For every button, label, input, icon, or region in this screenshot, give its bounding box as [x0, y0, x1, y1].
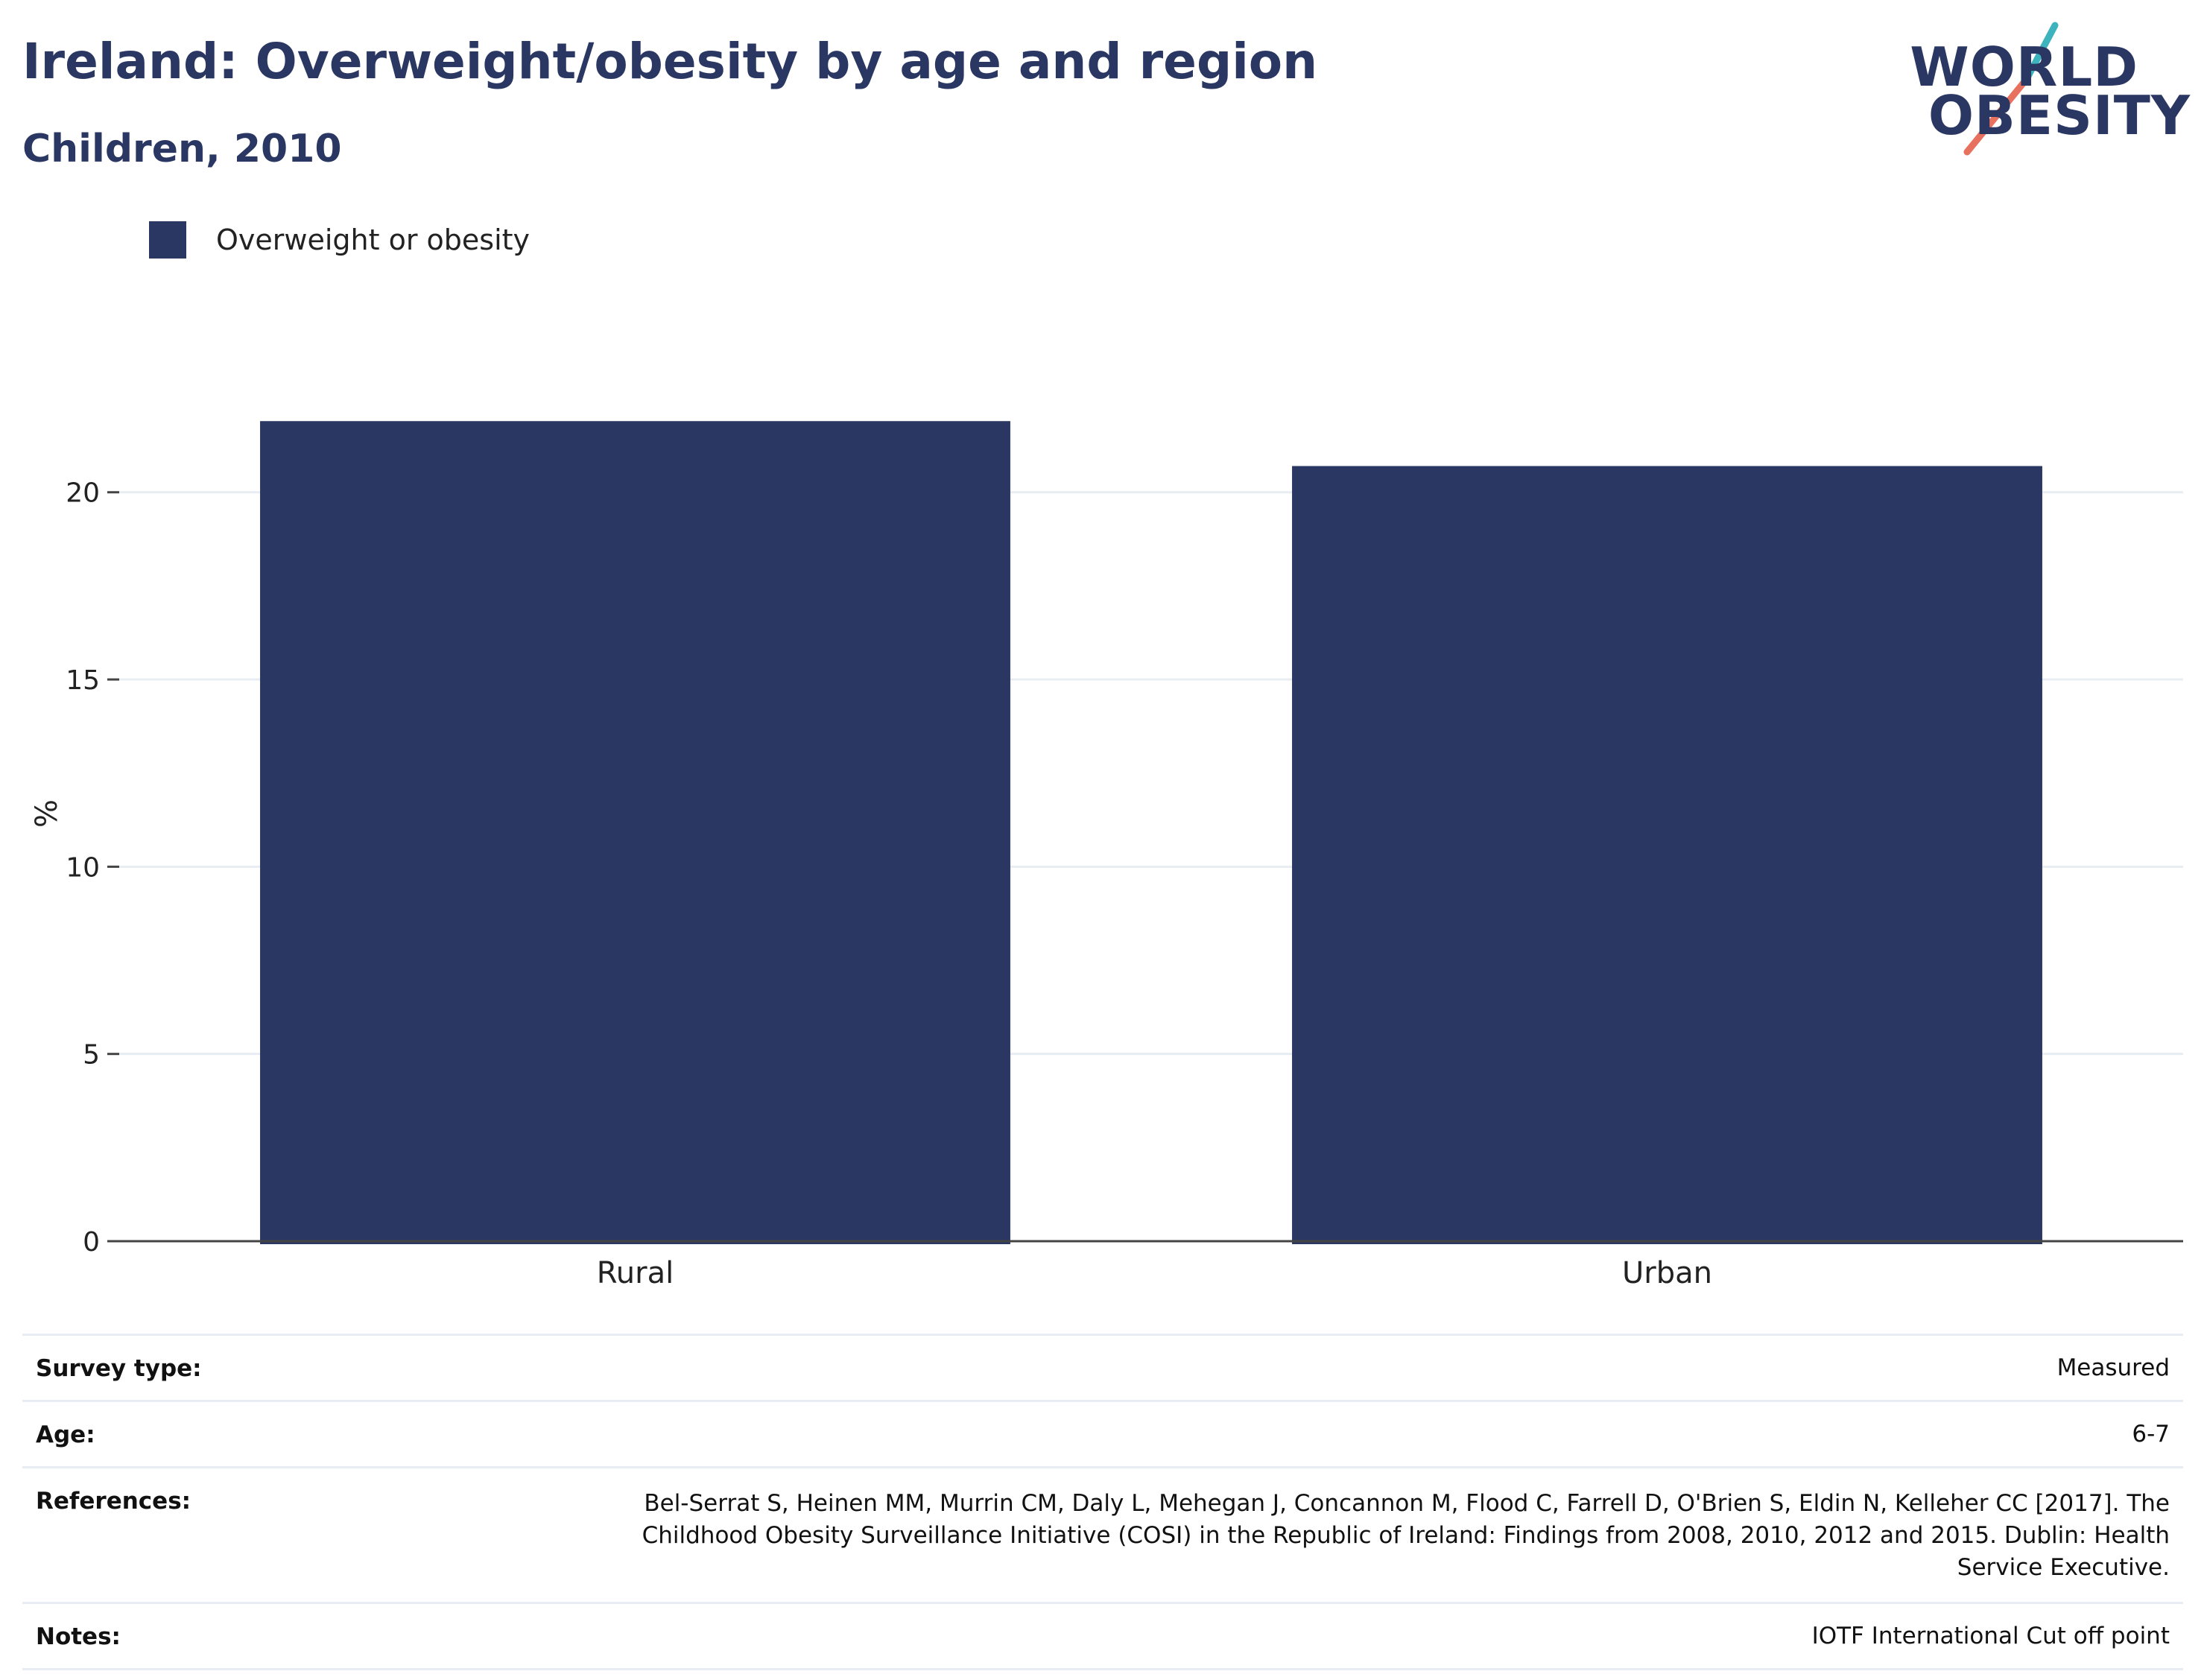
meta-row-notes: Notes: IOTF International Cut off point [22, 1602, 2183, 1670]
world-obesity-logo: WORLD OBESITY [1910, 18, 2191, 159]
x-tick-label: Rural [597, 1256, 674, 1290]
y-tick-label: 5 [83, 1040, 100, 1071]
y-tick-label: 15 [66, 665, 100, 696]
y-tick-label: 10 [66, 852, 100, 883]
chart-legend: Overweight or obesity [149, 221, 530, 259]
bar-urban [1292, 466, 2042, 1244]
meta-key: Age: [36, 1421, 95, 1448]
x-tick-label: Urban [1622, 1256, 1712, 1290]
meta-row-age: Age: 6-7 [22, 1400, 2183, 1466]
y-axis-label: % [30, 799, 64, 828]
y-tick-label: 0 [83, 1227, 100, 1258]
bar-chart: 0 5 10 15 20% Rural Urban [30, 421, 2183, 1290]
meta-row-survey-type: Survey type: Measured [22, 1334, 2183, 1400]
meta-value: Bel-Serrat S, Heinen MM, Murrin CM, Daly… [642, 1490, 2170, 1581]
chart-subtitle: Children, 2010 [22, 127, 342, 171]
logo-word-obesity: OBESITY [1928, 84, 2191, 147]
meta-key: References: [36, 1488, 191, 1515]
meta-key: Notes: [36, 1623, 121, 1650]
meta-value: Measured [2056, 1354, 2170, 1381]
legend-label: Overweight or obesity [216, 224, 531, 256]
chart-title: Ireland: Overweight/obesity by age and r… [22, 33, 1318, 90]
y-tick-label: 20 [66, 478, 100, 509]
meta-value: 6-7 [2132, 1421, 2170, 1448]
meta-key: Survey type: [36, 1355, 202, 1382]
bar-rural [260, 421, 1010, 1244]
legend-swatch [149, 221, 186, 259]
metadata-table: Survey type: Measured Age: 6-7 Reference… [22, 1334, 2183, 1670]
logo-slash-icon [1963, 22, 2059, 156]
meta-row-references: References: Bel-Serrat S, Heinen MM, Mur… [22, 1466, 2183, 1602]
meta-value: IOTF International Cut off point [1811, 1623, 2170, 1649]
logo-word-world: WORLD [1910, 36, 2138, 98]
